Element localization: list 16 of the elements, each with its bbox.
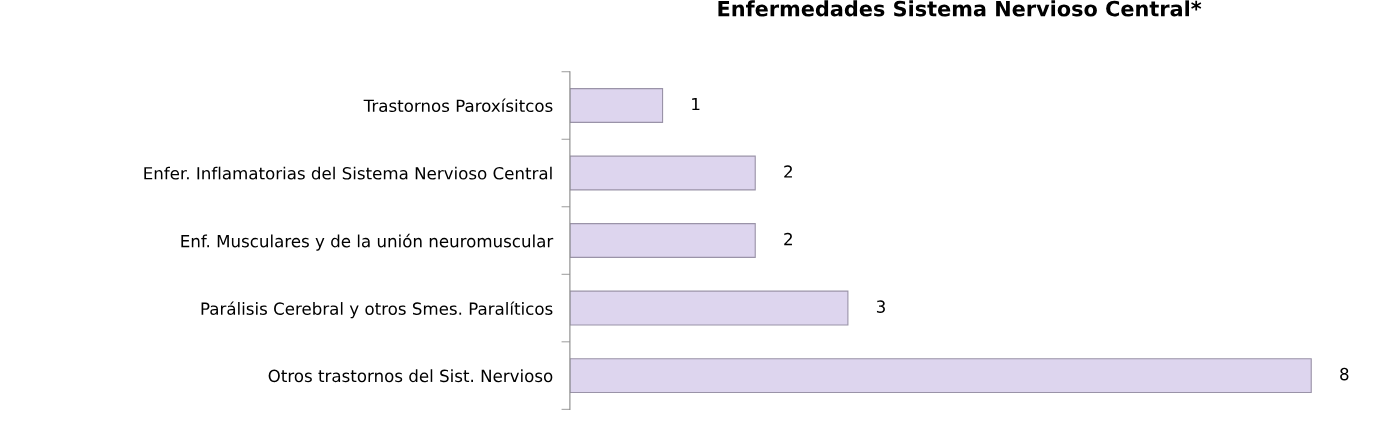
bar bbox=[569, 290, 849, 326]
data-label: 2 bbox=[784, 232, 792, 246]
y-tick-label: Enfer. Inflamatorias del Sistema Nervioso Central bbox=[144, 166, 552, 180]
y-tick-label: Parálisis Cerebral y otros Smes. Paralíticos bbox=[201, 301, 553, 319]
y-tick-label: Otros trastornos del Sist. Nervioso bbox=[268, 369, 553, 383]
data-label: 1 bbox=[692, 97, 700, 111]
bar bbox=[569, 358, 1312, 394]
y-tick-label: Trastornos Paroxísitcos bbox=[363, 98, 553, 113]
chart-title: Enfermedades Sistema Nervioso Central* bbox=[718, 0, 1202, 17]
y-tick-label: Enf. Musculares y de la unión neuromuscular bbox=[181, 233, 554, 251]
bar bbox=[569, 88, 664, 123]
data-label: 8 bbox=[1340, 367, 1349, 381]
bar bbox=[569, 155, 756, 191]
bar bbox=[569, 223, 756, 258]
data-label: 2 bbox=[784, 165, 792, 178]
data-label: 3 bbox=[876, 300, 885, 313]
